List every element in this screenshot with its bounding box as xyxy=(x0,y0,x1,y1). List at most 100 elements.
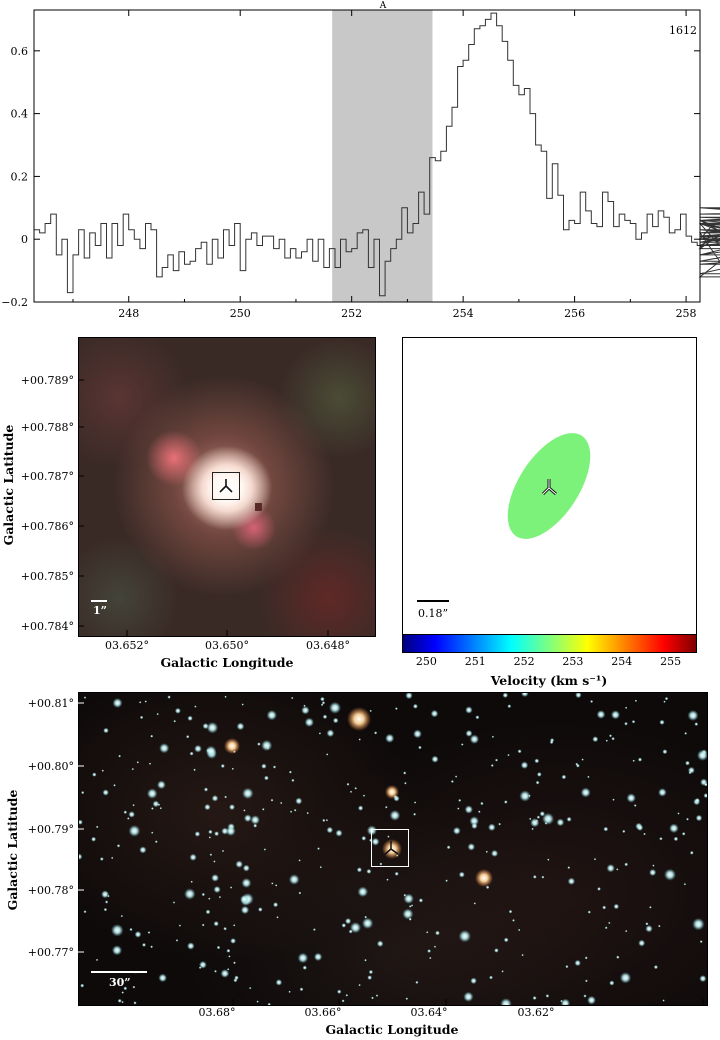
region-label: A xyxy=(379,1,387,11)
star xyxy=(159,807,162,810)
star xyxy=(452,826,461,835)
spectrum-ytick-label: −0.2 xyxy=(1,296,28,309)
star xyxy=(519,790,531,802)
star xyxy=(405,997,409,1000)
star xyxy=(341,999,345,1003)
star xyxy=(637,757,643,762)
star xyxy=(235,860,243,868)
star xyxy=(144,700,147,703)
star xyxy=(687,710,699,721)
star xyxy=(275,979,283,986)
star xyxy=(692,918,705,931)
wide-ytick-label: +00.79° xyxy=(28,823,74,836)
star xyxy=(173,719,176,723)
star xyxy=(405,693,413,700)
star xyxy=(139,715,144,720)
star xyxy=(113,784,116,787)
star xyxy=(697,749,707,761)
star xyxy=(174,707,181,714)
star xyxy=(658,924,661,928)
star xyxy=(264,775,269,781)
star xyxy=(263,848,267,851)
star xyxy=(521,693,529,698)
star xyxy=(220,969,230,978)
star xyxy=(356,867,362,873)
star xyxy=(241,703,244,706)
bright-star xyxy=(347,707,371,731)
star xyxy=(297,952,309,964)
star xyxy=(695,814,703,822)
star xyxy=(503,937,509,943)
star xyxy=(186,735,190,739)
star xyxy=(699,975,707,983)
spectrum-xtick-label: 250 xyxy=(230,307,251,320)
zoom-ytick-label: +00.789° xyxy=(21,374,74,387)
star xyxy=(470,977,477,985)
star xyxy=(209,853,213,856)
star xyxy=(150,734,154,738)
star xyxy=(322,714,328,720)
star xyxy=(684,732,688,735)
star xyxy=(230,938,237,944)
star xyxy=(368,969,374,975)
star xyxy=(445,879,448,882)
star xyxy=(224,695,227,698)
star xyxy=(132,985,136,989)
star xyxy=(490,764,494,767)
star xyxy=(645,922,649,926)
star xyxy=(512,919,515,922)
spectrum-xtick-label: 254 xyxy=(453,307,474,320)
star xyxy=(123,810,128,814)
star xyxy=(79,819,83,825)
star xyxy=(147,931,151,934)
star xyxy=(532,996,537,1000)
star xyxy=(128,811,135,818)
star xyxy=(335,829,343,837)
star xyxy=(240,905,250,915)
star xyxy=(566,816,572,822)
star xyxy=(531,827,534,831)
star xyxy=(597,887,601,891)
colorbar-tick-label: 254 xyxy=(611,655,632,668)
star xyxy=(653,965,659,970)
star xyxy=(587,995,596,1005)
star xyxy=(249,986,252,990)
star xyxy=(584,956,588,960)
star xyxy=(306,811,309,815)
star xyxy=(139,846,147,854)
bright-star xyxy=(385,785,399,799)
star xyxy=(446,845,451,850)
star xyxy=(464,805,473,814)
star xyxy=(625,929,628,933)
star xyxy=(272,765,277,769)
star xyxy=(229,886,233,889)
star xyxy=(532,875,537,879)
zoom-ylabel: Galactic Latitude xyxy=(1,425,16,546)
star xyxy=(261,739,273,752)
star xyxy=(528,794,531,797)
star xyxy=(471,822,478,830)
star xyxy=(150,945,153,949)
star xyxy=(262,808,265,811)
star xyxy=(231,767,234,770)
star xyxy=(313,952,323,962)
wide-target-box xyxy=(371,829,409,867)
star xyxy=(326,826,334,834)
star xyxy=(118,754,121,758)
star xyxy=(626,793,636,803)
star xyxy=(616,868,619,871)
star xyxy=(92,772,97,777)
star xyxy=(501,970,504,973)
star xyxy=(220,763,225,769)
star xyxy=(201,923,205,927)
dark-pixel xyxy=(255,503,262,511)
star xyxy=(102,789,109,796)
star xyxy=(605,739,608,742)
star xyxy=(266,710,277,721)
star xyxy=(228,955,231,958)
zoom-ytick-label: +00.786° xyxy=(21,520,74,533)
star xyxy=(204,803,211,811)
spectrum-ytick-label: 0.6 xyxy=(11,45,29,58)
star xyxy=(193,768,196,772)
star xyxy=(645,925,653,933)
